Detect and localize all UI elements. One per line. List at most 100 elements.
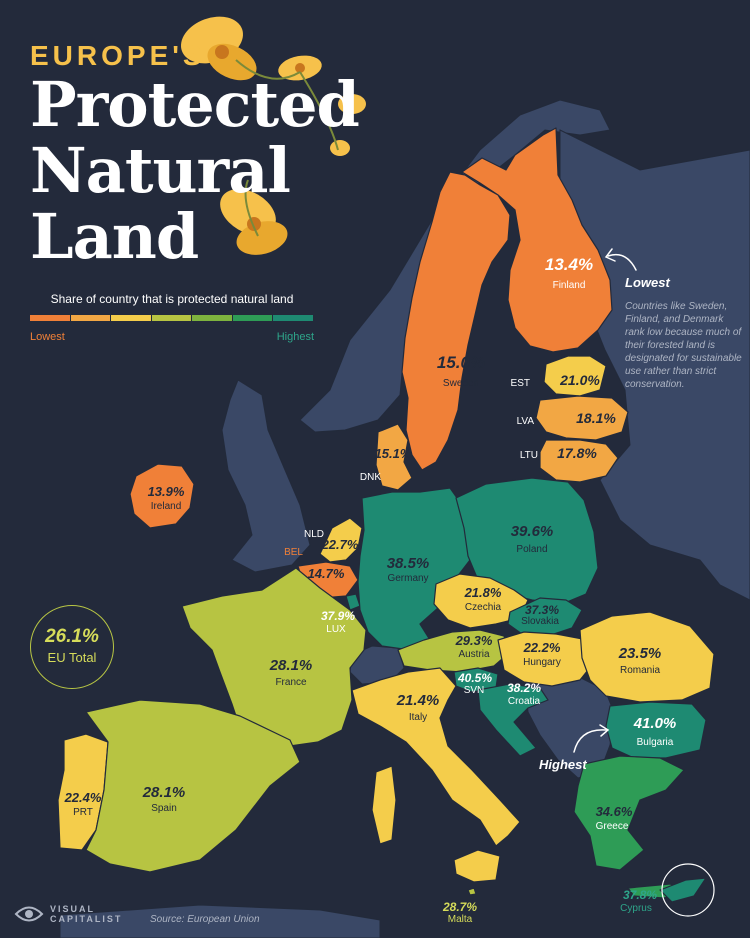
color-legend: Share of country that is protected natur… (30, 292, 314, 343)
value-label-malta: 28.7% (442, 900, 477, 914)
title-line-1: Protected (30, 68, 360, 141)
title-line-3: Land (30, 200, 199, 273)
highest-arrow-icon (573, 729, 607, 753)
country-denmark (375, 423, 413, 491)
legend-title: Share of country that is protected natur… (50, 292, 294, 306)
eu-total-label: EU Total (47, 650, 97, 665)
value-label-poland: 39.6% (511, 523, 554, 540)
norway-land (299, 99, 611, 433)
country-ireland (129, 463, 195, 529)
country-lithuania (539, 439, 619, 483)
cyprus-locator-ring (661, 863, 715, 917)
value-label-croatia: 38.2% (507, 681, 541, 695)
country-cyprus (659, 877, 707, 903)
country-france (181, 567, 367, 747)
country-greece (573, 755, 685, 871)
value-label-latvia: 18.1% (576, 410, 616, 426)
name-label-estonia: EST (511, 378, 530, 389)
footer-brand: VISUAL CAPITALIST (14, 903, 120, 925)
legend-swatch (151, 315, 192, 321)
name-label-romania: Romania (620, 665, 660, 676)
lowest-annotation: Lowest Countries like Sweden, Finland, a… (625, 275, 743, 391)
name-label-italy: Italy (409, 712, 427, 723)
country-netherlands (319, 517, 363, 563)
eu-total-badge: 26.1% EU Total (30, 605, 114, 689)
lowest-arrow-icon (607, 253, 637, 271)
highest-arrowhead-icon (599, 724, 610, 737)
value-label-austria: 29.3% (455, 633, 493, 648)
name-label-hungary: Hungary (523, 657, 561, 668)
value-label-slovenia: 40.5% (457, 671, 492, 685)
name-label-denmark: DNK (360, 472, 381, 483)
country-germany (357, 487, 471, 651)
name-label-bulgaria: Bulgaria (637, 737, 674, 748)
country-luxembourg (345, 593, 361, 611)
country-spain (85, 699, 301, 873)
name-label-netherlands: NLD (304, 529, 324, 540)
country-romania (579, 611, 715, 703)
value-label-greece: 34.6% (596, 804, 633, 819)
legend-high-label: Highest (276, 331, 314, 343)
value-label-belgium: 14.7% (308, 566, 345, 581)
lowest-label: Lowest (625, 275, 670, 290)
name-label-spain: Spain (151, 803, 177, 814)
value-label-ireland: 13.9% (148, 484, 185, 499)
eu-total-value: 26.1% (45, 626, 99, 647)
name-label-france: France (275, 677, 307, 688)
value-label-netherlands: 22.7% (321, 537, 359, 552)
value-label-lithuania: 17.8% (557, 445, 597, 461)
name-label-slovakia: Slovakia (521, 616, 559, 627)
name-label-slovenia: SVN (464, 685, 485, 696)
country-slovakia (507, 597, 583, 637)
name-label-czechia: Czechia (465, 602, 502, 613)
legend-low-label: Lowest (30, 331, 65, 343)
value-label-france: 28.1% (269, 657, 313, 674)
highest-label: Highest (539, 757, 587, 772)
country-bulgaria (605, 701, 707, 759)
country-latvia (535, 395, 629, 441)
value-label-slovakia: 37.3% (525, 603, 559, 617)
source-note: Source: European Union (150, 914, 260, 925)
name-label-austria: Austria (458, 649, 490, 660)
name-label-poland: Poland (516, 544, 547, 555)
legend-swatch (273, 315, 314, 321)
country-malta (467, 887, 477, 896)
title-line-2: Natural (30, 134, 291, 207)
value-label-estonia: 21.0% (559, 372, 600, 388)
value-label-sweden: 15.0% (437, 353, 485, 372)
name-label-croatia: Croatia (508, 696, 541, 707)
country-finland (461, 127, 613, 353)
name-label-germany: Germany (387, 573, 428, 584)
name-label-finland: Finland (553, 280, 586, 291)
name-label-malta: Malta (448, 914, 473, 925)
value-label-bulgaria: 41.0% (633, 715, 677, 732)
flower-decoration-icon (181, 16, 366, 255)
name-label-sweden: Sweden (443, 378, 479, 389)
name-label-latvia: LVA (517, 416, 535, 427)
legend-swatch (30, 315, 70, 321)
country-sardinia (371, 765, 397, 845)
country-sweden (401, 171, 511, 471)
country-italy (351, 667, 521, 847)
north-africa-land (59, 904, 381, 938)
value-label-romania: 23.5% (618, 645, 662, 662)
value-label-cyprus: 37.8% (623, 888, 657, 902)
name-label-luxembourg: LUX (326, 624, 346, 635)
lowest-explanation: Countries like Sweden, Finland, and Denm… (625, 301, 742, 390)
name-label-portugal: PRT (73, 807, 93, 818)
legend-swatch (70, 315, 111, 321)
country-estonia (543, 355, 607, 397)
name-label-greece: Greece (596, 821, 629, 832)
visual-capitalist-logo-icon (14, 906, 44, 922)
value-label-denmark: 15.1% (375, 446, 412, 461)
legend-swatch (111, 315, 151, 321)
legend-color-bar (30, 315, 314, 321)
country-poland (455, 477, 599, 605)
title-kicker: EUROPE'S (30, 40, 206, 71)
name-label-cyprus: Cyprus (620, 903, 652, 914)
value-label-italy: 21.4% (396, 692, 440, 709)
legend-ends: Lowest Highest (30, 331, 314, 343)
title-block: EUROPE'S Protected Natural Land (30, 40, 370, 270)
